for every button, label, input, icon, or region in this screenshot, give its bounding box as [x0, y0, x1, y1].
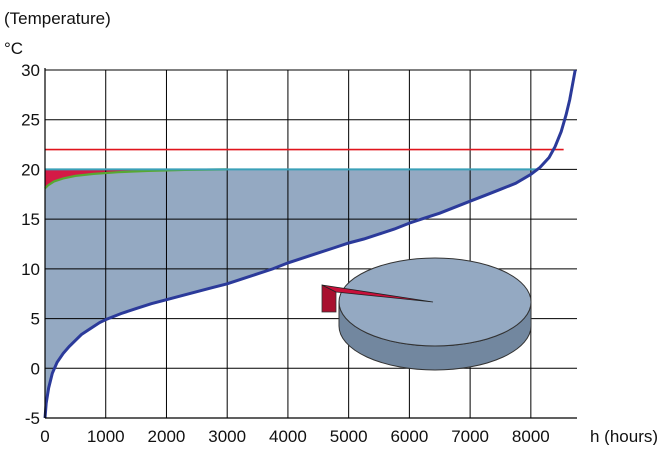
x-tick-label: 6000 [390, 427, 428, 445]
x-tick-label: 5000 [330, 427, 368, 445]
y-tick-label: 30 [21, 61, 40, 80]
x-axis-title: h (hours) [590, 427, 658, 445]
y-tick-label: -5 [25, 409, 40, 428]
axes-layer [44, 68, 577, 419]
y-tick-label: 0 [31, 359, 40, 378]
duration-curve [43, 69, 577, 419]
x-tick-label: 2000 [148, 427, 186, 445]
x-tick-label: 1000 [87, 427, 125, 445]
y-tick-label: 25 [21, 111, 40, 130]
y-tick-label: 15 [21, 210, 40, 229]
y-tick-label: 20 [21, 160, 40, 179]
heating-area [45, 169, 538, 418]
x-tick-label: 7000 [451, 427, 489, 445]
line-layer [43, 69, 577, 419]
x-tick-label: 3000 [208, 427, 246, 445]
x-tick-label: 8000 [512, 427, 550, 445]
label-layer: 0 1000 2000 3000 4000 5000 6000 7000 8000-505101… [4, 9, 658, 446]
y-axis-unit: °C [4, 39, 23, 58]
x-tick-label: 0 [40, 427, 49, 445]
pie-layer [321, 257, 532, 371]
y-tick-label: 5 [31, 310, 40, 329]
y-tick-label: 10 [21, 260, 40, 279]
pie-top [338, 257, 532, 347]
y-axis-title: (Temperature) [4, 9, 111, 28]
x-tick-label: 4000 [269, 427, 307, 445]
pie-slice [321, 284, 434, 303]
